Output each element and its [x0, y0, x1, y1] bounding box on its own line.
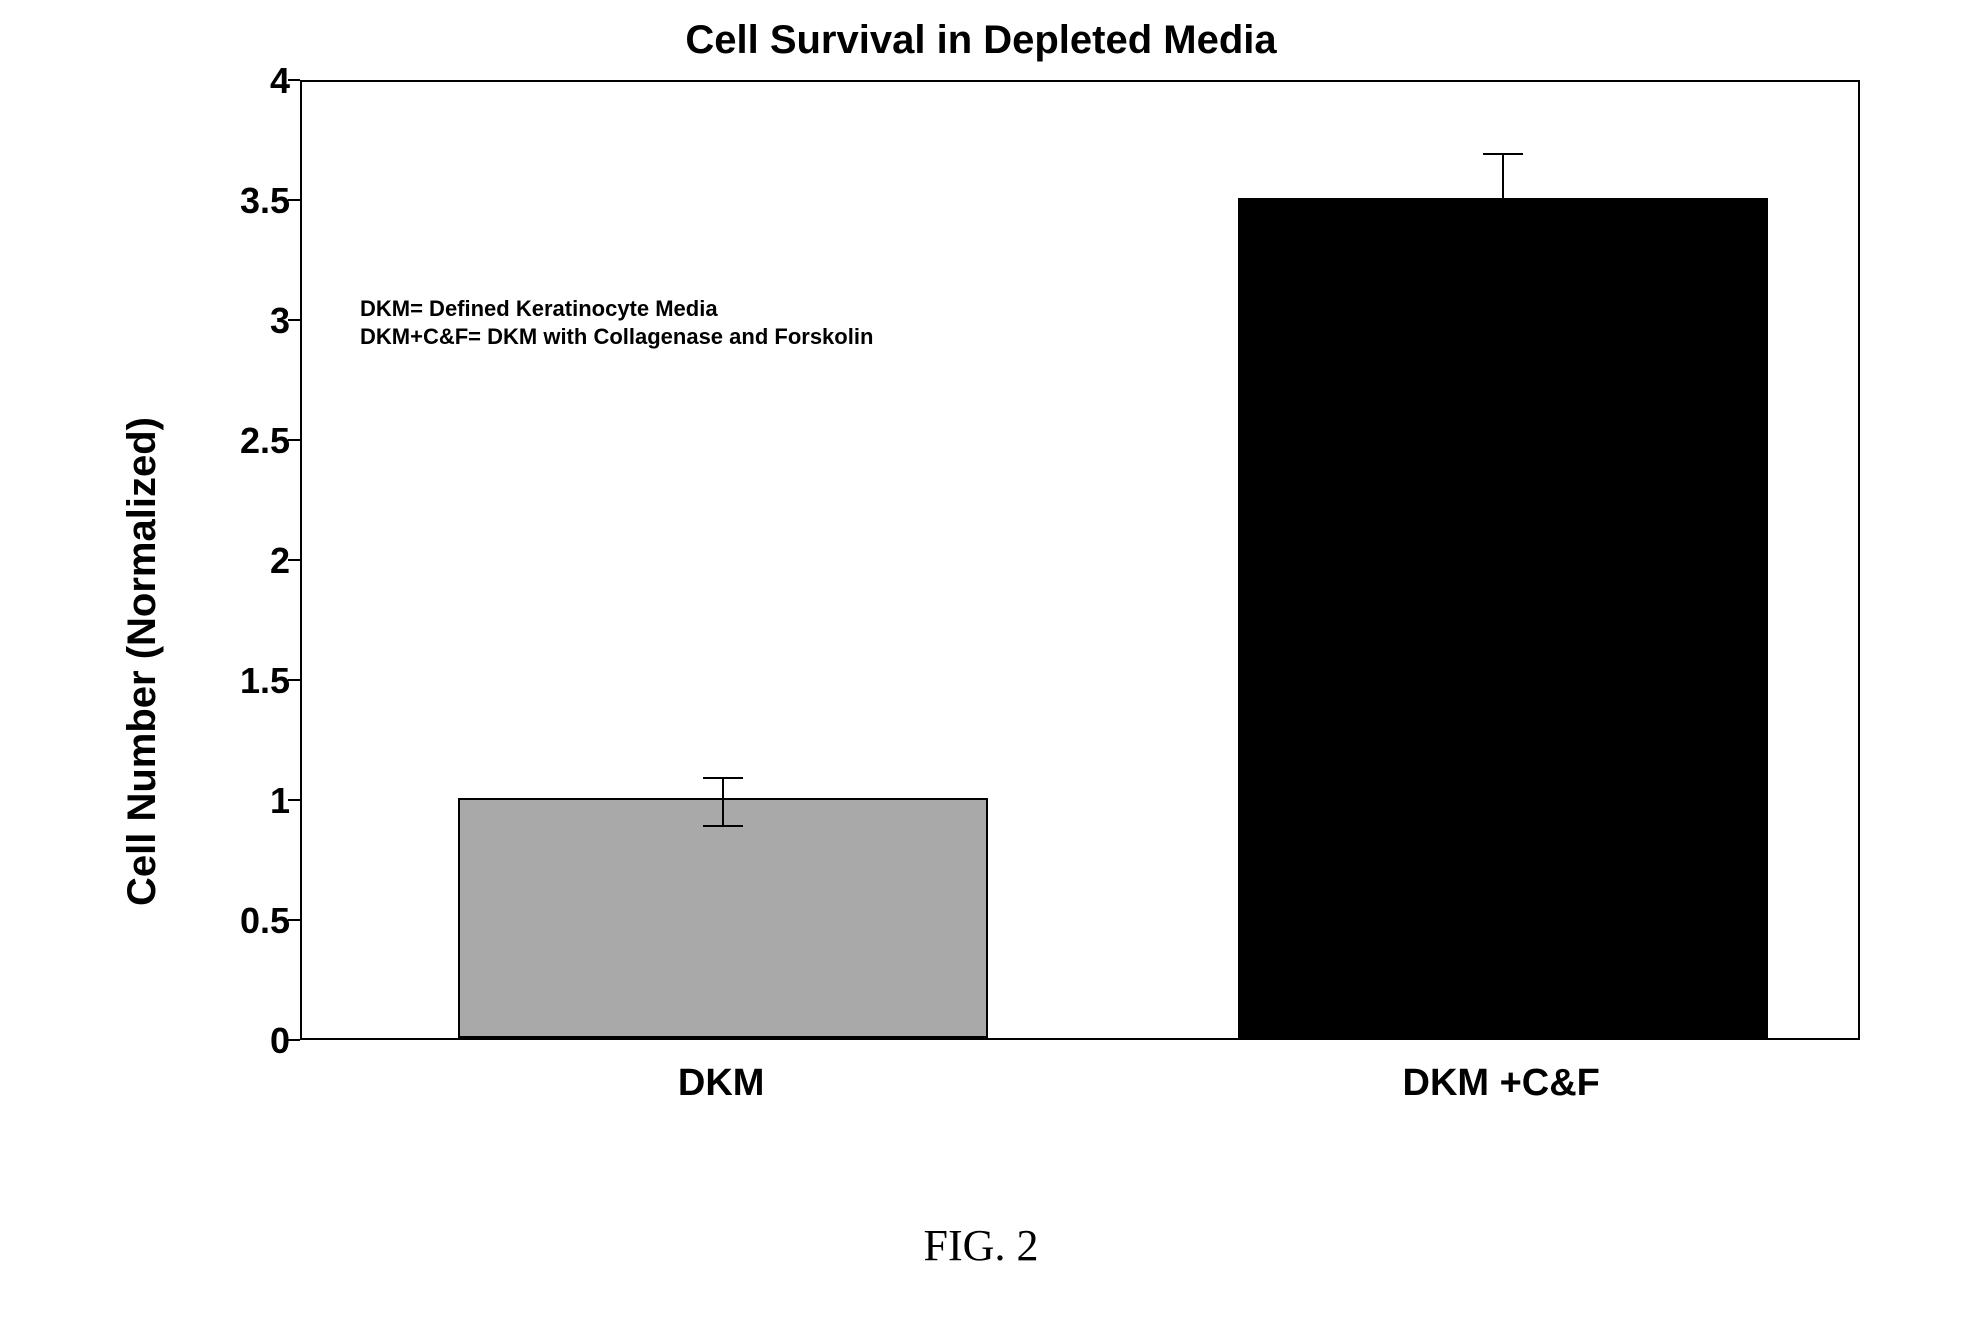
- y-tick-mark: [288, 1039, 300, 1041]
- y-tick-mark: [288, 439, 300, 441]
- y-tick-mark: [288, 319, 300, 321]
- chart-title: Cell Survival in Depleted Media: [0, 18, 1962, 63]
- bar: [458, 798, 988, 1038]
- bar: [1238, 198, 1768, 1038]
- figure-container: Cell Survival in Depleted Media Cell Num…: [0, 0, 1962, 1317]
- y-tick-label: 3: [200, 300, 290, 342]
- plot-area: [300, 80, 1860, 1040]
- annotation-line: DKM= Defined Keratinocyte Media: [360, 295, 873, 323]
- y-tick-label: 2: [200, 540, 290, 582]
- y-tick-label: 1.5: [200, 660, 290, 702]
- y-axis-label: Cell Number (Normalized): [120, 417, 165, 906]
- y-tick-label: 0: [200, 1020, 290, 1062]
- y-tick-mark: [288, 919, 300, 921]
- x-tick-label: DKM: [356, 1062, 1086, 1105]
- y-tick-label: 1: [200, 780, 290, 822]
- y-tick-label: 0.5: [200, 900, 290, 942]
- y-tick-mark: [288, 79, 300, 81]
- y-tick-mark: [288, 559, 300, 561]
- y-tick-mark: [288, 679, 300, 681]
- y-tick-label: 3.5: [200, 180, 290, 222]
- y-tick-label: 2.5: [200, 420, 290, 462]
- y-tick-mark: [288, 199, 300, 201]
- annotation-line: DKM+C&F= DKM with Collagenase and Forsko…: [360, 323, 873, 351]
- y-tick-mark: [288, 799, 300, 801]
- y-tick-label: 4: [200, 60, 290, 102]
- chart-annotation: DKM= Defined Keratinocyte MediaDKM+C&F= …: [360, 295, 873, 350]
- x-tick-label: DKM +C&F: [1136, 1062, 1866, 1105]
- figure-label: FIG. 2: [0, 1220, 1962, 1271]
